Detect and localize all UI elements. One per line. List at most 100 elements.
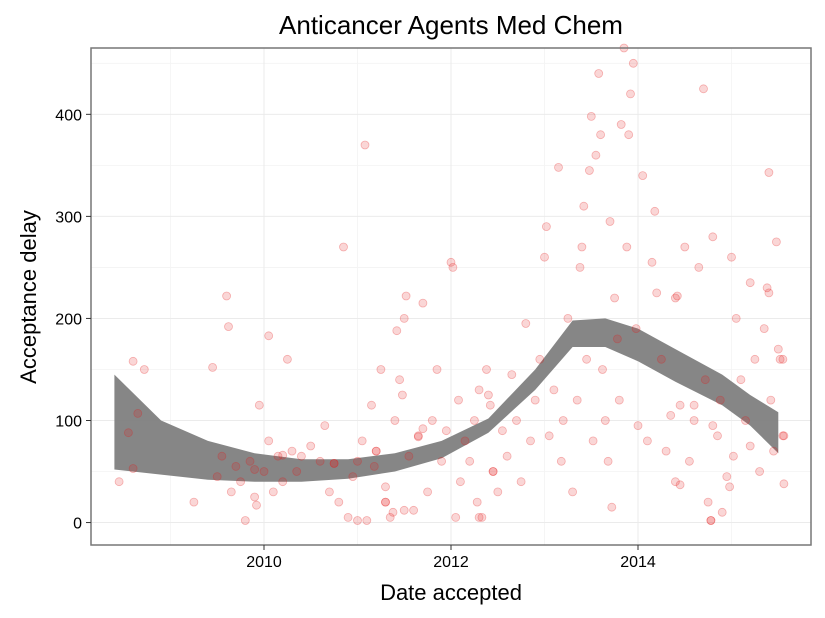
data-point — [624, 130, 634, 140]
data-point — [362, 516, 372, 525]
data-point — [409, 505, 419, 515]
data-point — [441, 426, 451, 436]
data-point — [671, 293, 680, 303]
data-point — [397, 390, 407, 400]
data-point — [745, 441, 755, 451]
data-point — [671, 477, 680, 487]
data-point — [568, 487, 577, 497]
data-point — [474, 513, 484, 522]
data-point — [540, 252, 549, 262]
data-point — [427, 416, 437, 425]
data-point — [661, 446, 671, 456]
data-point — [376, 365, 386, 374]
data-point — [766, 395, 776, 405]
data-point — [254, 400, 264, 410]
data-point — [762, 283, 772, 293]
data-point — [493, 487, 503, 497]
data-point — [123, 428, 133, 438]
data-point — [236, 477, 246, 487]
y-axis-ticks: 0 100 200 300 400 — [55, 107, 91, 533]
data-point — [750, 354, 760, 364]
data-point — [769, 446, 778, 456]
data-point — [259, 467, 269, 476]
data-point — [381, 497, 390, 507]
data-point — [488, 467, 498, 476]
data-point — [252, 500, 261, 510]
data-point — [715, 395, 725, 405]
data-point — [685, 456, 694, 466]
data-point — [282, 354, 292, 364]
data-point — [488, 467, 498, 476]
data-point — [706, 516, 716, 525]
data-point — [672, 291, 682, 301]
data-point — [474, 385, 484, 395]
data-point — [610, 293, 619, 303]
data-point — [666, 410, 676, 420]
data-point — [371, 446, 381, 456]
y-tick-label: 100 — [55, 413, 82, 430]
data-point — [189, 497, 199, 507]
data-point — [647, 257, 657, 267]
data-point — [278, 450, 288, 460]
data-point — [507, 370, 517, 380]
data-point — [139, 365, 149, 374]
data-point — [371, 446, 381, 456]
data-point — [631, 324, 641, 334]
data-point — [226, 487, 236, 497]
data-point — [324, 487, 334, 497]
data-point — [588, 436, 598, 446]
data-point — [582, 354, 591, 364]
x-axis-ticks: 2010 2012 2014 — [246, 545, 656, 571]
data-point — [388, 507, 398, 517]
x-tick-label: 2010 — [246, 554, 282, 571]
data-point — [360, 140, 370, 150]
data-point — [708, 421, 718, 431]
data-point — [292, 467, 302, 476]
data-point — [240, 516, 250, 525]
data-point — [516, 477, 526, 487]
smooth-band-layer — [114, 318, 779, 482]
data-point — [764, 168, 774, 177]
data-point — [367, 400, 376, 410]
data-point — [616, 120, 626, 129]
data-point — [628, 58, 638, 68]
x-axis-title: Date accepted — [380, 580, 522, 605]
data-point — [521, 319, 531, 328]
data-point — [217, 451, 227, 461]
data-point — [605, 217, 615, 226]
data-point — [245, 456, 255, 466]
data-point — [454, 395, 463, 405]
data-point — [497, 426, 507, 436]
data-point — [268, 487, 278, 497]
data-point — [607, 502, 617, 512]
data-point — [575, 262, 585, 272]
y-tick-label: 0 — [73, 516, 82, 533]
data-point — [381, 497, 390, 507]
data-point — [585, 166, 594, 175]
data-point — [772, 237, 781, 247]
grid-lines — [91, 48, 811, 545]
data-point — [401, 291, 411, 301]
data-point — [404, 451, 414, 461]
data-point — [469, 416, 479, 425]
data-point — [329, 458, 339, 468]
data-point — [413, 432, 423, 442]
data-point — [544, 431, 554, 441]
data-point — [264, 436, 274, 446]
data-point — [577, 242, 587, 252]
data-point — [626, 89, 635, 99]
y-tick-label: 300 — [55, 209, 82, 226]
data-point — [591, 150, 601, 160]
data-point — [722, 472, 732, 482]
data-point — [530, 395, 540, 405]
chart-title: Anticancer Agents Med Chem — [279, 10, 623, 40]
data-point — [600, 416, 610, 425]
data-point — [556, 456, 566, 466]
data-point — [745, 278, 755, 288]
data-point — [542, 222, 551, 232]
data-point — [357, 436, 367, 446]
data-point — [700, 375, 710, 385]
data-point — [689, 400, 699, 410]
data-point — [343, 513, 353, 522]
data-point — [657, 354, 666, 364]
